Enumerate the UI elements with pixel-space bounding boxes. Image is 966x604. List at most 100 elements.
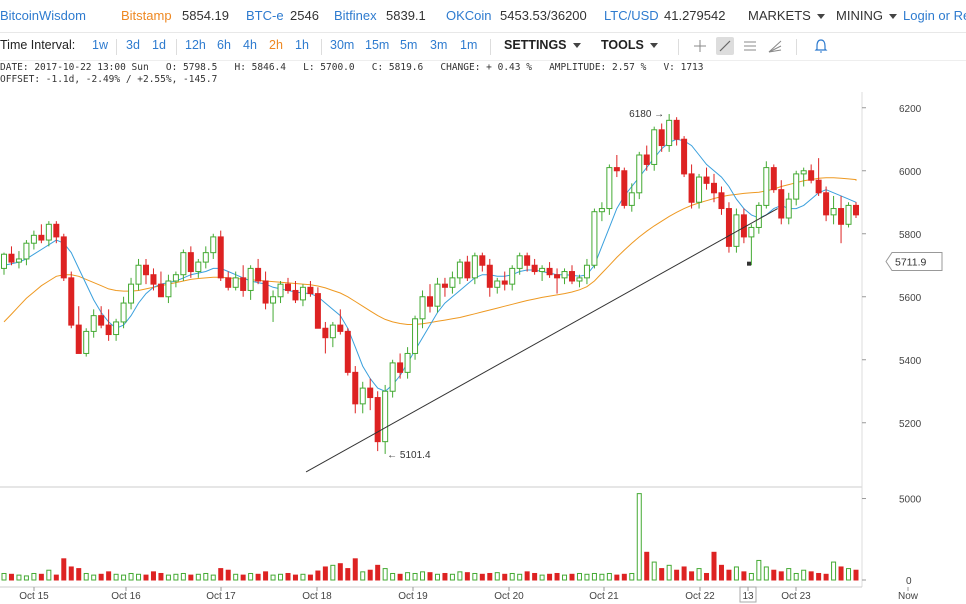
- volume-bar: [756, 559, 762, 581]
- volume-bar: [681, 566, 687, 581]
- candle-body: [434, 283, 441, 307]
- interval-1w[interactable]: 1w: [92, 38, 108, 52]
- volume-bar: [666, 564, 672, 581]
- brand-logo[interactable]: BitcoinWisdom: [0, 8, 86, 23]
- candle-body: [725, 208, 732, 247]
- volume-bar: [180, 572, 186, 581]
- candle-body: [830, 208, 837, 216]
- interval-3m[interactable]: 3m: [430, 38, 448, 52]
- x-tick-label: Now: [898, 591, 919, 602]
- volume-bar: [23, 575, 29, 581]
- exchange-okcoin-price: 5453.53/36200: [500, 8, 587, 23]
- interval-4h[interactable]: 4h: [243, 38, 257, 52]
- volume-bar: [434, 573, 440, 581]
- candle-body: [367, 387, 374, 399]
- interval-1m[interactable]: 1m: [460, 38, 478, 52]
- interval-3d[interactable]: 3d: [126, 38, 140, 52]
- candle-body: [673, 119, 680, 140]
- volume-bar: [300, 573, 306, 581]
- y-tick-label: 5200: [899, 419, 922, 430]
- y-tick-label: 5800: [899, 230, 922, 241]
- candle-body: [255, 267, 262, 282]
- candle-body: [157, 283, 164, 298]
- divider: [490, 39, 491, 55]
- volume-bar: [711, 551, 717, 581]
- candle-body: [172, 274, 179, 282]
- volume-bar: [569, 573, 575, 581]
- volume-bar: [726, 569, 732, 581]
- tools-menu[interactable]: TOOLS: [601, 38, 658, 52]
- candle-body: [397, 362, 404, 373]
- volume-bar: [472, 572, 478, 581]
- fib-tool-icon[interactable]: [741, 37, 759, 55]
- current-price-label: 5711.9: [895, 257, 926, 269]
- candle-body: [501, 280, 508, 285]
- candle-body: [389, 362, 396, 392]
- volume-bar: [375, 564, 381, 581]
- interval-12h[interactable]: 12h: [185, 38, 206, 52]
- alert-bell-icon[interactable]: [812, 37, 830, 55]
- settings-menu[interactable]: SETTINGS: [504, 38, 581, 52]
- interval-1d[interactable]: 1d: [152, 38, 166, 52]
- volume-bar: [853, 569, 859, 581]
- candle-body: [815, 179, 822, 194]
- candle-body: [75, 324, 82, 354]
- candle-body: [666, 119, 673, 147]
- volume-bar: [91, 574, 97, 581]
- interval-30m[interactable]: 30m: [330, 38, 355, 52]
- volume-bar: [337, 563, 343, 581]
- line-tool-icon[interactable]: [716, 37, 734, 55]
- markets-menu[interactable]: MARKETS: [748, 8, 825, 23]
- volume-bar: [98, 573, 104, 581]
- candle-body: [262, 280, 269, 304]
- interval-15m[interactable]: 15m: [365, 38, 390, 52]
- volume-bar: [846, 568, 852, 581]
- volume-bar: [629, 572, 635, 581]
- divider: [176, 39, 177, 55]
- candle-body: [546, 267, 553, 276]
- exchange-bitstamp-name[interactable]: Bitstamp: [121, 8, 172, 23]
- interval-6h[interactable]: 6h: [217, 38, 231, 52]
- login-link[interactable]: Login or Re: [903, 8, 966, 23]
- candle-body: [337, 324, 344, 332]
- x-tick-label: Oct 23: [781, 591, 811, 602]
- volume-tick-label: 0: [906, 576, 912, 587]
- x-tick-label: Oct 18: [302, 591, 332, 602]
- volume-bar: [397, 573, 403, 581]
- volume-bar: [345, 568, 351, 581]
- candle-body: [621, 170, 628, 206]
- interval-toolbar: Time Interval: 1w 3d 1d 12h 6h 4h 2h 1h …: [0, 32, 966, 61]
- volume-bar: [778, 571, 784, 581]
- chevron-down-icon: [888, 14, 897, 20]
- volume-bar: [263, 571, 269, 581]
- volume-bar: [479, 573, 485, 581]
- x-tick-label: Oct 17: [206, 591, 236, 602]
- exchange-bitfinex-name[interactable]: Bitfinex: [334, 8, 377, 23]
- volume-bar: [704, 572, 710, 581]
- interval-2h[interactable]: 2h: [269, 38, 283, 52]
- moving-average-fast: [3, 138, 857, 392]
- interval-5m[interactable]: 5m: [400, 38, 418, 52]
- volume-bar: [255, 573, 261, 581]
- exchange-okcoin-name[interactable]: OKCoin: [446, 8, 492, 23]
- volume-bar: [659, 568, 665, 581]
- mining-menu[interactable]: MINING: [836, 8, 897, 23]
- exchange-ltcusd-name[interactable]: LTC/USD: [604, 8, 659, 23]
- candle-body: [770, 167, 777, 191]
- crosshair-icon[interactable]: [691, 37, 709, 55]
- volume-bar: [128, 572, 134, 581]
- volume-bar: [330, 564, 336, 581]
- exchange-btce-name[interactable]: BTC-e: [246, 8, 284, 23]
- interval-1h[interactable]: 1h: [295, 38, 309, 52]
- candle-body: [8, 253, 15, 263]
- candle-body: [143, 264, 149, 276]
- volume-bar: [367, 569, 373, 581]
- candle-body: [516, 255, 523, 269]
- volume-bar: [831, 561, 837, 581]
- fan-tool-icon[interactable]: [766, 37, 784, 55]
- candle-body: [68, 277, 75, 326]
- volume-bar: [591, 572, 597, 581]
- candle-body: [427, 296, 433, 307]
- volume-bar: [240, 574, 246, 581]
